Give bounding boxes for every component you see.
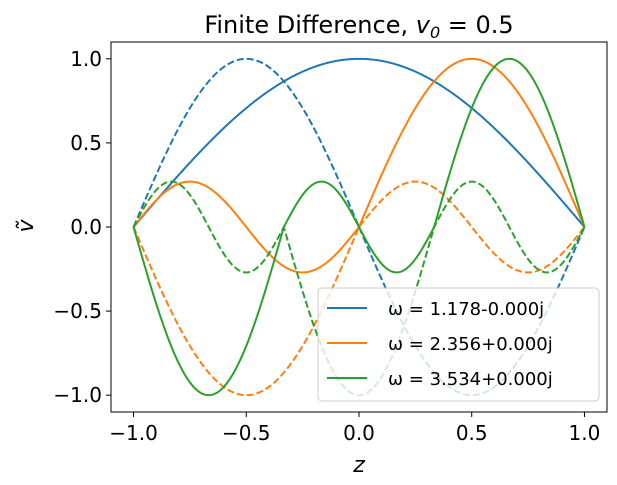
- x-tick-label: −0.5: [222, 421, 271, 445]
- legend-label: ω = 3.534+0.000j: [388, 369, 553, 390]
- legend: ω = 1.178-0.000j ω = 2.356+0.000j ω = 3.53…: [317, 287, 600, 402]
- legend-label: ω = 1.178-0.000j: [388, 299, 544, 320]
- x-axis: −1.0 −0.5 0.0 0.5 1.0: [109, 412, 600, 445]
- y-tick-label: 1.0: [70, 47, 102, 71]
- y-tick-label: 0.5: [70, 131, 102, 155]
- x-axis-label: z: [352, 453, 365, 478]
- chart-title-suffix: = 0.5: [440, 11, 514, 39]
- y-axis: −1.0 −0.5 0.0 0.5 1.0: [53, 47, 111, 407]
- chart-title-var: v: [416, 11, 431, 39]
- legend-label: ω = 2.356+0.000j: [388, 334, 553, 355]
- y-tick-label: −0.5: [53, 299, 102, 323]
- series-3-solid-line: [132, 57, 586, 397]
- chart-title-sub: 0: [430, 23, 440, 42]
- y-axis-label: ṽ: [14, 219, 39, 233]
- chart-title: Finite Difference, v0 = 0.5: [204, 11, 513, 42]
- x-tick-label: 1.0: [569, 421, 601, 445]
- series-2-dashed-line: [132, 180, 586, 397]
- chart-title-prefix: Finite Difference,: [204, 11, 415, 39]
- x-tick-label: 0.0: [343, 421, 375, 445]
- legend-box: [317, 287, 600, 402]
- series-1-solid-line: [132, 57, 586, 228]
- x-tick-label: 0.5: [456, 421, 488, 445]
- y-tick-label: 0.0: [70, 215, 102, 239]
- y-tick-label: −1.0: [53, 383, 102, 407]
- x-tick-label: −1.0: [109, 421, 158, 445]
